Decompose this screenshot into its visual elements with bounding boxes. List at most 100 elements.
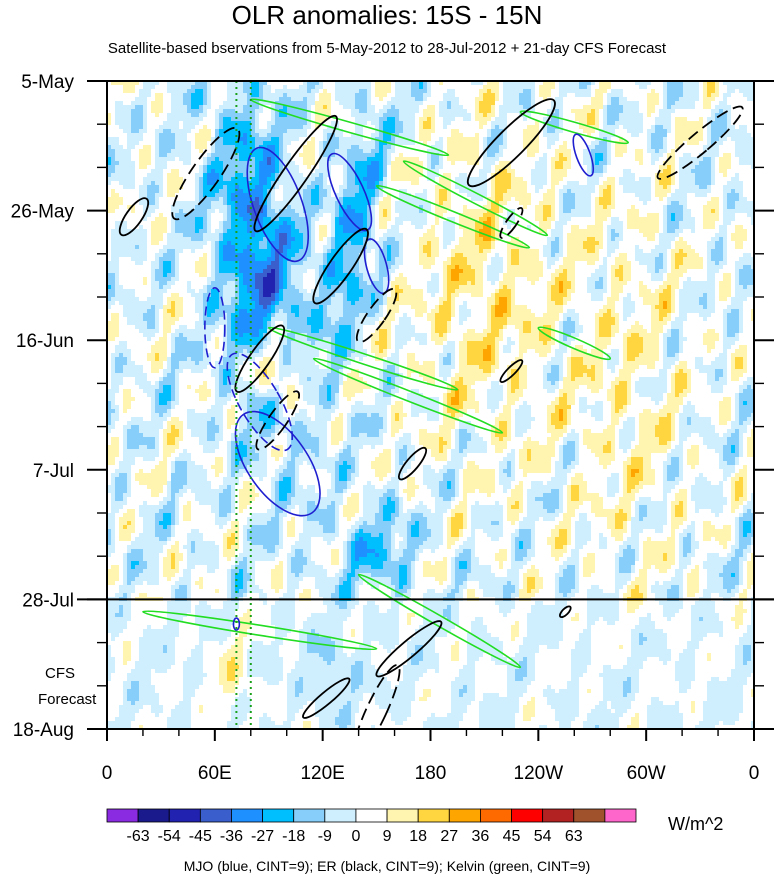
anomaly-cell xyxy=(715,81,719,85)
anomaly-cell xyxy=(359,165,363,169)
anomaly-cell xyxy=(379,137,383,141)
anomaly-cell xyxy=(527,125,531,129)
anomaly-cell xyxy=(391,113,395,117)
anomaly-cell xyxy=(339,189,343,193)
anomaly-cell xyxy=(627,173,631,177)
anomaly-cell xyxy=(559,197,563,201)
anomaly-cell xyxy=(335,205,339,209)
anomaly-cell xyxy=(163,253,167,257)
anomaly-cell xyxy=(687,125,691,129)
anomaly-cell xyxy=(283,181,287,185)
anomaly-cell xyxy=(195,93,199,97)
anomaly-cell xyxy=(339,201,343,205)
anomaly-cell xyxy=(227,173,231,177)
anomaly-cell xyxy=(235,197,239,201)
anomaly-cell xyxy=(587,189,591,193)
anomaly-cell xyxy=(727,129,731,133)
anomaly-cell xyxy=(567,213,571,217)
anomaly-cell xyxy=(303,105,307,109)
anomaly-cell xyxy=(563,169,567,173)
anomaly-cell xyxy=(251,153,255,157)
anomaly-cell xyxy=(179,209,183,213)
anomaly-cell xyxy=(243,121,247,125)
anomaly-cell xyxy=(631,109,635,113)
anomaly-cell xyxy=(167,129,171,133)
anomaly-cell xyxy=(651,145,655,149)
anomaly-cell xyxy=(459,237,463,241)
anomaly-cell xyxy=(731,137,735,141)
anomaly-cell xyxy=(667,173,671,177)
anomaly-cell xyxy=(463,249,467,253)
anomaly-cell xyxy=(123,221,127,225)
anomaly-cell xyxy=(647,253,651,257)
anomaly-cell xyxy=(367,245,371,249)
anomaly-cell xyxy=(263,229,267,233)
anomaly-cell xyxy=(315,201,319,205)
anomaly-cell xyxy=(227,189,231,193)
anomaly-cell xyxy=(695,121,699,125)
anomaly-cell xyxy=(727,117,731,121)
anomaly-cell xyxy=(239,93,243,97)
anomaly-cell xyxy=(115,241,119,245)
anomaly-cell xyxy=(123,181,127,185)
anomaly-cell xyxy=(115,101,119,105)
anomaly-cell xyxy=(611,205,615,209)
anomaly-cell xyxy=(435,237,439,241)
anomaly-cell xyxy=(167,241,171,245)
anomaly-cell xyxy=(663,233,667,237)
anomaly-cell xyxy=(143,253,147,257)
anomaly-cell xyxy=(467,181,471,185)
anomaly-cell xyxy=(515,105,519,109)
anomaly-cell xyxy=(391,109,395,113)
anomaly-cell xyxy=(551,161,555,165)
anomaly-cell xyxy=(387,137,391,141)
anomaly-cell xyxy=(663,209,667,213)
anomaly-cell xyxy=(731,201,735,205)
anomaly-cell xyxy=(523,141,527,145)
anomaly-cell xyxy=(331,233,335,237)
anomaly-cell xyxy=(451,109,455,113)
anomaly-cell xyxy=(663,93,667,97)
anomaly-cell xyxy=(287,237,291,241)
anomaly-cell xyxy=(655,185,659,189)
anomaly-cell xyxy=(259,241,263,245)
anomaly-cell xyxy=(367,213,371,217)
anomaly-cell xyxy=(551,157,555,161)
anomaly-cell xyxy=(555,149,559,153)
anomaly-cell xyxy=(339,229,343,233)
anomaly-cell xyxy=(299,121,303,125)
anomaly-cell xyxy=(619,145,623,149)
anomaly-cell xyxy=(591,141,595,145)
anomaly-cell xyxy=(111,197,115,201)
anomaly-cell xyxy=(735,173,739,177)
anomaly-cell xyxy=(419,253,423,257)
anomaly-cell xyxy=(127,81,131,85)
anomaly-cell xyxy=(383,205,387,209)
anomaly-cell xyxy=(375,137,379,141)
anomaly-cell xyxy=(635,101,639,105)
anomaly-cell xyxy=(359,161,363,165)
anomaly-cell xyxy=(563,197,567,201)
anomaly-cell xyxy=(311,189,315,193)
anomaly-cell xyxy=(347,177,351,181)
anomaly-cell xyxy=(203,169,207,173)
anomaly-cell xyxy=(675,205,679,209)
anomaly-cell xyxy=(347,221,351,225)
anomaly-cell xyxy=(107,113,111,117)
anomaly-cell xyxy=(207,221,211,225)
anomaly-cell xyxy=(215,117,219,121)
anomaly-cell xyxy=(407,97,411,101)
anomaly-cell xyxy=(495,93,499,97)
anomaly-cell xyxy=(623,145,627,149)
anomaly-cell xyxy=(183,125,187,129)
anomaly-cell xyxy=(651,141,655,145)
anomaly-cell xyxy=(519,105,523,109)
anomaly-cell xyxy=(135,137,139,141)
anomaly-cell xyxy=(111,145,115,149)
anomaly-cell xyxy=(255,153,259,157)
anomaly-cell xyxy=(671,229,675,233)
anomaly-cell xyxy=(231,157,235,161)
anomaly-cell xyxy=(507,189,511,193)
anomaly-cell xyxy=(247,193,251,197)
anomaly-cell xyxy=(647,129,651,133)
